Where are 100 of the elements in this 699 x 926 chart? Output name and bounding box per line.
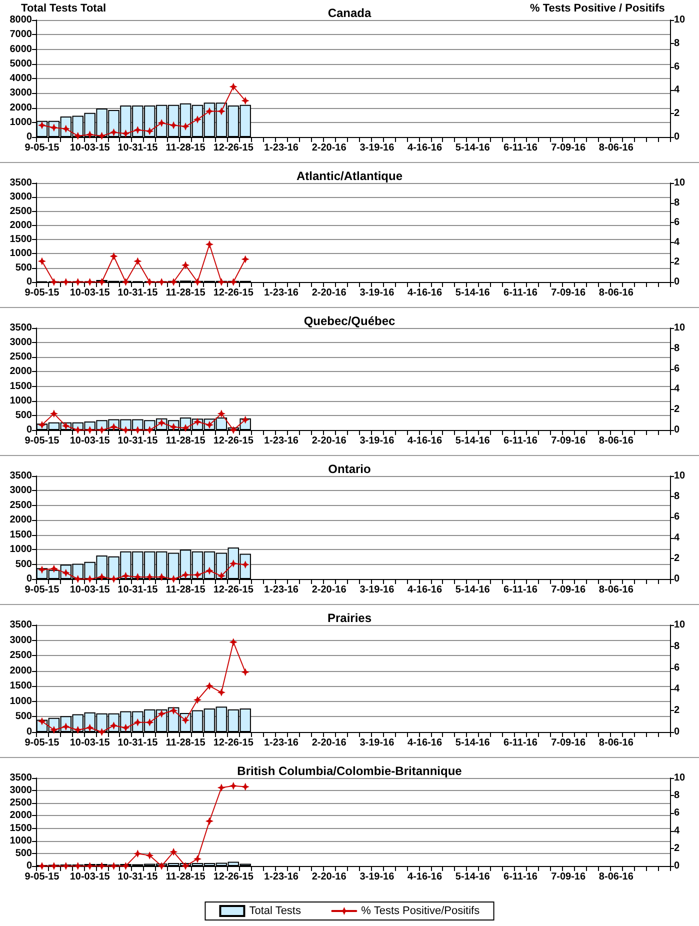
y-tick-label: 1500 [10, 680, 32, 692]
x-tick-label: 1-23-16 [264, 584, 299, 596]
y-tick-label: 2000 [10, 665, 32, 676]
point [205, 240, 214, 248]
y-tick-label: 3000 [10, 88, 32, 99]
x-tick-label: 7-09-16 [551, 738, 586, 748]
y2-tick-label: 6 [674, 217, 680, 228]
x-tick-label: 12-26-15 [213, 738, 254, 748]
y2-tick-label: 0 [674, 132, 680, 142]
y-tick-label: 1000 [10, 696, 32, 707]
y2-tick-label: 4 [674, 236, 680, 248]
chart-title: Ontario [328, 462, 371, 476]
y2-tick-label: 6 [674, 61, 680, 72]
point [50, 278, 58, 286]
x-tick-label: 7-09-16 [551, 436, 586, 446]
point [217, 784, 226, 792]
y-tick-label: 500 [15, 262, 32, 274]
y2-tick-label: 2 [674, 705, 680, 716]
y2-tick-label: 10 [674, 772, 686, 784]
x-tick-label: 11-28-15 [166, 288, 206, 298]
point [241, 782, 250, 791]
y-tick-label: 0 [26, 726, 32, 738]
point [110, 252, 118, 260]
x-tick-label: 11-28-15 [166, 872, 206, 882]
x-tick-label: 10-31-15 [118, 584, 158, 596]
y-tick-label: 0 [26, 276, 32, 288]
y2-tick-label: 10 [674, 470, 686, 482]
point [134, 126, 142, 134]
point [170, 848, 178, 856]
point [182, 570, 190, 579]
y-tick-label: 0 [26, 860, 32, 872]
point [146, 127, 154, 136]
x-tick-label: 6-11-16 [504, 584, 538, 596]
chart-title: Prairies [327, 611, 372, 625]
x-tick-label: 2-20-16 [312, 142, 347, 154]
y-tick-label: 3000 [10, 634, 32, 646]
x-tick-label: 3-19-16 [360, 872, 395, 882]
x-tick-label: 8-06-16 [598, 738, 634, 748]
point [205, 107, 214, 116]
y-tick-label: 1000 [10, 544, 32, 556]
y-tick-label: 7000 [10, 29, 32, 40]
y2-tick-label: 0 [674, 726, 680, 738]
point [98, 132, 106, 140]
point [217, 688, 226, 696]
chart-title: Atlantic/Atlantique [296, 169, 403, 183]
y-tick-label: 2000 [10, 102, 32, 114]
x-tick-label: 7-09-16 [551, 288, 586, 298]
x-tick-label: 5-14-16 [455, 738, 490, 748]
y2-tick-label: 10 [674, 322, 686, 334]
y2-tick-label: 8 [674, 197, 680, 208]
chart-title: British Columbia/Colombie-Britannique [237, 764, 462, 778]
x-tick-label: 12-26-15 [213, 288, 254, 298]
point [50, 564, 58, 573]
point [74, 426, 82, 434]
x-tick-label: 5-14-16 [455, 872, 490, 882]
y-tick-label: 500 [15, 848, 32, 859]
y2-tick-label: 8 [674, 640, 680, 652]
x-tick-label: 4-16-16 [408, 288, 442, 298]
x-tick-label: 3-19-16 [360, 142, 395, 154]
point [134, 850, 142, 858]
point [74, 575, 82, 583]
y-tick-label: 3000 [10, 192, 32, 203]
y-tick-label: 3500 [10, 322, 32, 334]
point [241, 255, 250, 264]
y2-tick-label: 4 [674, 384, 680, 395]
point [193, 854, 202, 863]
y-tick-label: 2500 [10, 650, 32, 662]
x-tick-label: 6-11-16 [504, 288, 538, 298]
y-tick-label: 1000 [10, 835, 32, 846]
y-tick-label: 1500 [10, 529, 32, 540]
point [86, 724, 94, 732]
y-tick-label: 1000 [10, 248, 32, 260]
x-tick-label: 2-20-16 [312, 738, 347, 748]
x-tick-label: 10-31-15 [118, 288, 158, 298]
x-tick-label: 7-09-16 [551, 872, 586, 882]
x-tick-label: 4-16-16 [408, 142, 442, 154]
x-tick-label: 3-19-16 [360, 738, 395, 748]
x-tick-label: 10-03-15 [70, 288, 110, 298]
point [110, 422, 118, 431]
x-tick-label: 11-28-15 [166, 436, 206, 446]
y2-tick-label: 0 [674, 574, 680, 584]
y-tick-label: 3000 [10, 785, 32, 796]
y-tick-label: 2000 [10, 220, 32, 231]
point [193, 696, 202, 704]
point [229, 426, 238, 434]
x-tick-label: 3-19-16 [360, 436, 395, 446]
x-tick-label: 11-28-15 [166, 584, 206, 596]
point [38, 566, 46, 574]
y2-tick-label: 2 [674, 256, 680, 268]
x-tick-label: 2-20-16 [312, 436, 347, 446]
y2-tick-label: 4 [674, 684, 680, 695]
x-tick-label: 3-19-16 [360, 584, 395, 596]
point [217, 278, 226, 286]
point [193, 570, 202, 579]
y2-tick-label: 0 [674, 860, 680, 872]
x-tick-label: 10-31-15 [118, 738, 158, 748]
x-tick-label: 9-05-15 [24, 436, 60, 446]
y2-tick-label: 2 [674, 404, 680, 416]
y2-tick-label: 2 [674, 552, 680, 564]
point [98, 728, 106, 736]
